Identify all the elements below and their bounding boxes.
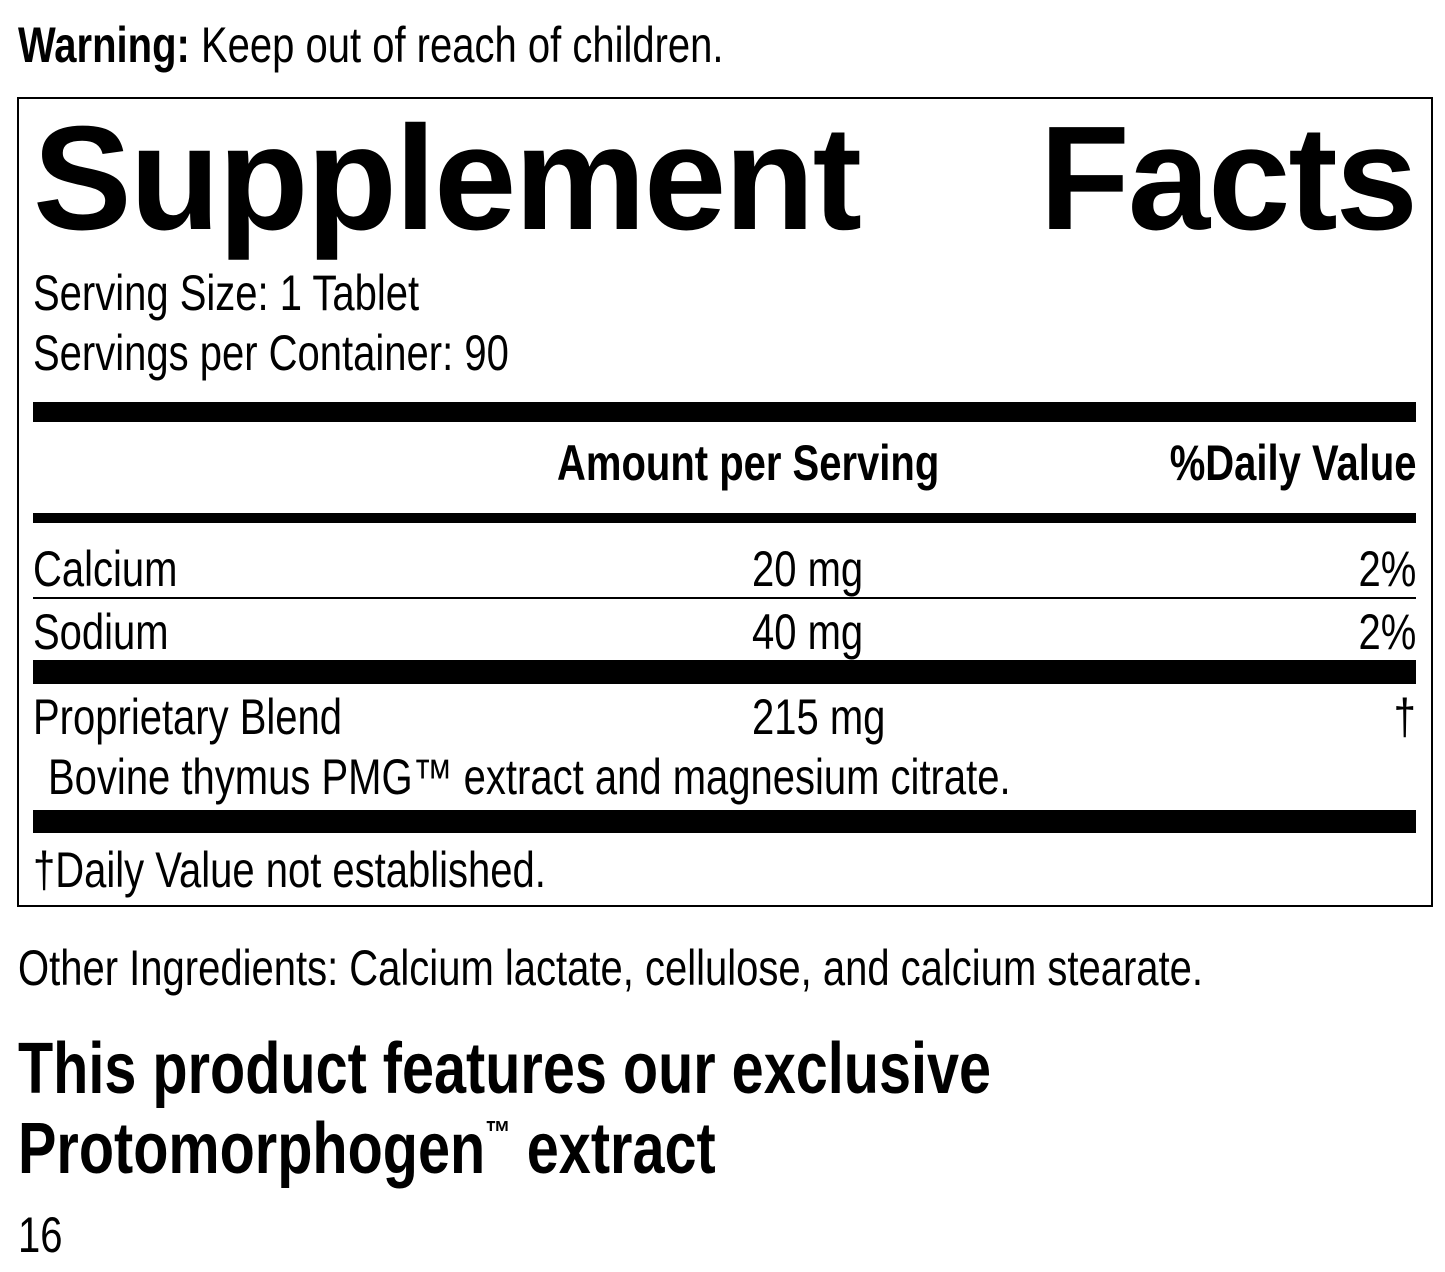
other-ingredients-text: Other Ingredients: Calcium lactate, cell… bbox=[18, 940, 1204, 996]
header-amount-text: Amount per Serving bbox=[557, 435, 940, 491]
header-daily-value: %Daily Value bbox=[1108, 435, 1416, 491]
row-dv: † bbox=[1388, 692, 1416, 742]
warning-text: Keep out of reach of children. bbox=[200, 17, 724, 73]
facts-title: Supplement Facts bbox=[33, 96, 1418, 261]
row-amount: 40 mg bbox=[752, 607, 891, 657]
row-name: Proprietary Blend bbox=[33, 692, 419, 742]
amount: 20 mg bbox=[752, 541, 864, 597]
row-dv: 2% bbox=[1344, 607, 1416, 657]
thick-rule bbox=[33, 402, 1416, 422]
servings-text: Servings per Container: 90 bbox=[33, 325, 509, 381]
tagline-line1: This product features our exclusive bbox=[18, 1033, 1234, 1105]
blend-note-text: Bovine thymus PMG™ extract and magnesium… bbox=[48, 749, 1011, 805]
nutrient: Proprietary Blend bbox=[33, 689, 343, 745]
tagline-line2: Protomorphogen™ extract bbox=[18, 1113, 890, 1185]
footnote: †Daily Value not established. bbox=[33, 845, 674, 895]
daily-value: 2% bbox=[1358, 604, 1416, 660]
row-name: Sodium bbox=[33, 607, 203, 657]
thick-rule bbox=[33, 810, 1416, 833]
row-amount: 215 mg bbox=[752, 692, 919, 742]
nutrient: Sodium bbox=[33, 604, 169, 660]
row-amount: 20 mg bbox=[752, 544, 891, 594]
daily-value: 2% bbox=[1358, 541, 1416, 597]
serving-size-text: Serving Size: 1 Tablet bbox=[33, 265, 420, 321]
footnote-text: †Daily Value not established. bbox=[33, 842, 546, 898]
page-number-text: 16 bbox=[18, 1207, 63, 1263]
nutrient: Calcium bbox=[33, 541, 178, 597]
thick-rule bbox=[33, 660, 1416, 684]
medium-rule bbox=[33, 513, 1416, 523]
thin-rule bbox=[33, 597, 1416, 599]
row-dv: 2% bbox=[1344, 544, 1416, 594]
blend-note: Bovine thymus PMG™ extract and magnesium… bbox=[48, 752, 1251, 802]
trademark: ™ bbox=[485, 1114, 511, 1150]
tagline-text: This product features our exclusive bbox=[18, 1029, 992, 1109]
amount: 215 mg bbox=[752, 689, 886, 745]
page-number: 16 bbox=[18, 1210, 74, 1260]
daily-value: † bbox=[1393, 689, 1416, 745]
header-amount: Amount per Serving bbox=[557, 438, 1035, 488]
serving-size: Serving Size: 1 Tablet bbox=[33, 268, 516, 318]
brand: Protomorphogen bbox=[18, 1109, 486, 1189]
facts-panel bbox=[17, 97, 1433, 907]
row-name: Calcium bbox=[33, 544, 214, 594]
amount: 40 mg bbox=[752, 604, 864, 660]
warning: Warning: Keep out of reach of children. bbox=[18, 20, 900, 70]
header-dv-text: %Daily Value bbox=[1169, 435, 1416, 491]
tagline-rest: extract bbox=[526, 1109, 716, 1189]
warning-label: Warning: bbox=[18, 17, 190, 73]
other-ingredients: Other Ingredients: Calcium lactate, cell… bbox=[18, 943, 1445, 993]
servings-per-container: Servings per Container: 90 bbox=[33, 328, 628, 378]
